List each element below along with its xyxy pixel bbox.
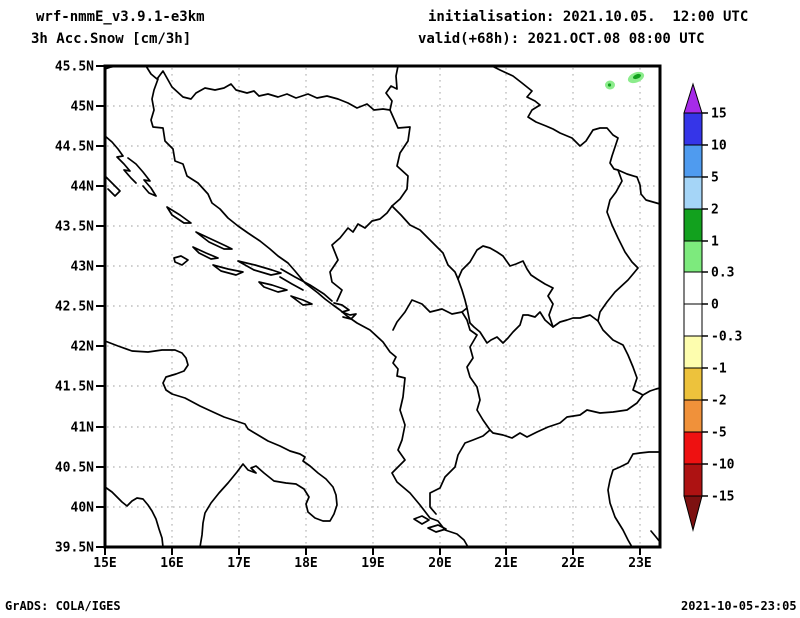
colorbar-label: -1 xyxy=(711,362,727,377)
colorbar-label: -0.3 xyxy=(711,330,742,345)
x-axis-label: 16E xyxy=(160,556,183,571)
island-pasman xyxy=(195,231,233,250)
x-axis-label: 18E xyxy=(294,556,317,571)
y-axis-label: 44N xyxy=(71,180,95,195)
border-kosovo-west-montenegro-albania xyxy=(392,278,471,331)
border-danube-serbia-romania xyxy=(491,65,661,205)
island-corfu xyxy=(413,515,430,525)
colorbar-top-arrow xyxy=(683,82,703,114)
x-axis-label: 21E xyxy=(494,556,517,571)
colorbar-segment xyxy=(683,463,703,497)
island-dugi-otok xyxy=(166,206,192,224)
colorbar-segment xyxy=(683,431,703,465)
colorbar-label: 15 xyxy=(711,107,727,122)
y-axis-label: 41.5N xyxy=(55,380,94,395)
border-drina-bosnia-serbia xyxy=(329,109,411,302)
border-bulgaria-greece xyxy=(642,387,661,396)
product-title: 3h Acc.Snow [cm/3h] xyxy=(31,31,192,47)
init-time-label: initialisation: 2021.10.05. 12:00 UTC xyxy=(428,9,749,25)
peljesac-peninsula xyxy=(279,268,333,302)
colorbar-label: -10 xyxy=(711,458,735,473)
coastline-italy xyxy=(104,340,338,548)
y-axis-label: 44.5N xyxy=(55,140,94,155)
border-kosovo-north xyxy=(457,245,554,328)
colorbar-segment xyxy=(683,367,703,401)
model-title: wrf-nmmE_v3.9.1-e3km xyxy=(36,9,205,25)
border-albania-east-macedonia-west xyxy=(461,311,491,431)
colorbar-bottom-arrow xyxy=(683,495,703,532)
x-axis-label: 23E xyxy=(628,556,651,571)
y-axis-label: 41N xyxy=(71,421,95,436)
colorbar-segment xyxy=(683,240,703,273)
colorbar-segment xyxy=(683,112,703,146)
colorbar-segment xyxy=(683,208,703,242)
snow-accumulation-spot xyxy=(607,83,612,87)
coastline-calabria xyxy=(104,486,164,548)
x-axis-label: 15E xyxy=(93,556,116,571)
x-axis-label: 19E xyxy=(361,556,384,571)
colorbar-label: -5 xyxy=(711,426,727,441)
x-axis-label: 17E xyxy=(227,556,250,571)
y-axis-label: 40.5N xyxy=(55,461,94,476)
y-axis-label: 43.5N xyxy=(55,220,94,235)
colorbar-label: -2 xyxy=(711,394,727,409)
colorbar-segment xyxy=(683,399,703,433)
islands-kvarner-c xyxy=(104,175,121,197)
y-axis-label: 42N xyxy=(71,340,95,355)
y-axis-label: 43N xyxy=(71,260,95,275)
island-hvar xyxy=(212,264,244,276)
y-axis-label: 45N xyxy=(71,100,95,115)
island-vis xyxy=(173,255,189,266)
colorbar-segment xyxy=(683,271,703,305)
islands-kvarner-a xyxy=(104,135,137,184)
border-albania-greece xyxy=(429,429,491,515)
colorbar-label: 1 xyxy=(711,235,719,250)
border-macedonia-east-south xyxy=(489,320,644,439)
y-axis-label: 40N xyxy=(71,501,95,516)
colorbar-segment xyxy=(683,144,703,178)
snow-accumulation-spot xyxy=(633,73,641,80)
x-axis-label: 22E xyxy=(561,556,584,571)
colorbar-label: 0 xyxy=(711,298,719,313)
colorbar-label: 2 xyxy=(711,203,719,218)
border-serbia-montenegro xyxy=(391,205,459,280)
border-serbia-bulgaria xyxy=(597,169,639,322)
colorbar-label: 5 xyxy=(711,171,719,186)
island-corfu-b xyxy=(427,524,447,533)
coastline-greece-north xyxy=(607,451,661,548)
map-frame xyxy=(103,64,662,549)
islands-kvarner-b xyxy=(127,157,157,197)
grads-credit: GrADS: COLA/IGES xyxy=(5,599,121,613)
x-axis-label: 20E xyxy=(428,556,451,571)
colorbar-segment xyxy=(683,335,703,369)
colorbar-label: 10 xyxy=(711,139,727,154)
y-axis-label: 42.5N xyxy=(55,300,94,315)
island-korcula xyxy=(258,281,288,293)
colorbar-segment xyxy=(683,303,703,337)
border-kosovo-south-macedonia-north xyxy=(469,311,599,344)
y-axis-label: 39.5N xyxy=(55,541,94,556)
y-axis-label: 45.5N xyxy=(55,60,94,75)
colorbar-label: 0.3 xyxy=(711,266,734,281)
island-kornati xyxy=(192,246,219,260)
creation-timestamp: 2021-10-05-23:05 xyxy=(681,599,797,613)
coastline-kotor-bay xyxy=(333,302,357,320)
border-croatia-north-sava xyxy=(145,65,399,111)
colorbar-segment xyxy=(683,176,703,210)
valid-time-label: valid(+68h): 2021.OCT.08 08:00 UTC xyxy=(418,31,705,47)
island-mljet xyxy=(290,295,313,306)
coastline-adriatic-east xyxy=(150,78,469,548)
island-brac xyxy=(237,260,282,276)
colorbar-label: -15 xyxy=(711,490,734,505)
